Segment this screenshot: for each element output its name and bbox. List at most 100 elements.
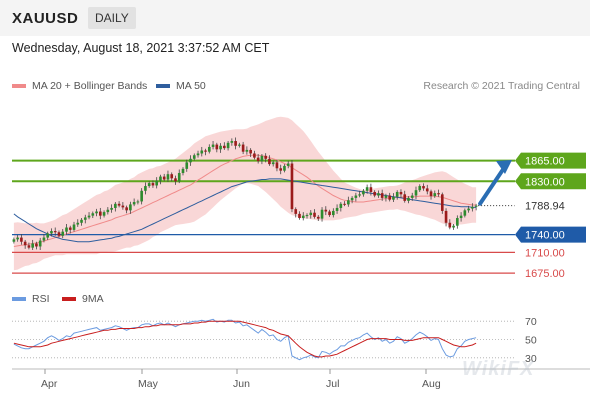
candle-body bbox=[437, 193, 440, 195]
candle-body bbox=[102, 212, 106, 216]
candle-body bbox=[467, 208, 470, 211]
candle-body bbox=[305, 215, 309, 217]
candle-body bbox=[200, 150, 204, 154]
rsi-swatch-icon bbox=[12, 297, 26, 301]
candle-body bbox=[174, 178, 177, 182]
x-label-Aug: Aug bbox=[422, 378, 441, 390]
candle-body bbox=[456, 218, 459, 226]
candle-body bbox=[65, 227, 68, 232]
candle-body bbox=[474, 205, 478, 207]
watermark-logo: WikiFX bbox=[462, 358, 535, 380]
candle-body bbox=[140, 190, 143, 202]
candle-body bbox=[83, 217, 87, 220]
candle-body bbox=[50, 231, 53, 234]
level-label-1-text: 1830.00 bbox=[525, 176, 565, 188]
ma50-swatch-icon bbox=[156, 84, 170, 88]
forecast-arrow bbox=[478, 162, 508, 206]
candle-body bbox=[207, 146, 211, 152]
candle-body bbox=[57, 232, 61, 236]
candle-body bbox=[155, 180, 159, 186]
legend-ma50: MA 50 bbox=[156, 80, 206, 92]
candle-body bbox=[151, 183, 155, 186]
candle-body bbox=[136, 201, 140, 203]
candle-body bbox=[42, 237, 46, 241]
candle-body bbox=[264, 155, 267, 159]
candle-body bbox=[331, 210, 335, 216]
rsi-series-1 bbox=[13, 320, 477, 358]
timeframe-tab[interactable]: DAILY bbox=[88, 7, 136, 29]
candle-body bbox=[354, 195, 358, 198]
candle-body bbox=[407, 197, 410, 201]
candle-body bbox=[422, 186, 425, 189]
candle-body bbox=[260, 155, 264, 162]
candle-body bbox=[448, 222, 452, 228]
candle-body bbox=[185, 162, 189, 169]
legend-ma20-label: MA 20 + Bollinger Bands bbox=[32, 80, 148, 92]
candle-body bbox=[125, 207, 128, 211]
candle-body bbox=[268, 158, 271, 165]
candle-body bbox=[418, 186, 422, 191]
candle-body bbox=[256, 157, 260, 162]
candle-body bbox=[170, 174, 174, 179]
candle-body bbox=[377, 193, 380, 196]
legend-ma50-label: MA 50 bbox=[176, 80, 206, 92]
candle-body bbox=[87, 215, 91, 218]
candle-body bbox=[463, 210, 467, 216]
candle-body bbox=[444, 210, 448, 223]
candle-body bbox=[12, 239, 16, 242]
candle-body bbox=[68, 227, 72, 230]
legend-ma20: MA 20 + Bollinger Bands bbox=[12, 80, 147, 92]
candle-body bbox=[177, 173, 181, 182]
level-label-0-text: 1865.00 bbox=[525, 156, 565, 168]
candle-body bbox=[196, 153, 200, 156]
candle-body bbox=[286, 163, 290, 166]
9ma-swatch-icon bbox=[62, 297, 76, 301]
candle-body bbox=[316, 216, 320, 219]
candle-body bbox=[290, 163, 294, 210]
candle-body bbox=[162, 176, 166, 180]
candle-body bbox=[31, 243, 34, 248]
candle-body bbox=[320, 209, 324, 219]
candle-body bbox=[20, 237, 23, 242]
candle-body bbox=[343, 203, 346, 205]
candle-body bbox=[211, 144, 215, 147]
candle-body bbox=[365, 187, 369, 191]
candle-body bbox=[35, 243, 38, 247]
legend-rsi-label: RSI bbox=[32, 293, 50, 305]
candles bbox=[12, 137, 478, 251]
candle-body bbox=[301, 215, 305, 219]
candle-body bbox=[98, 211, 102, 216]
candle-body bbox=[61, 231, 65, 236]
candle-body bbox=[388, 195, 392, 200]
candle-body bbox=[215, 144, 219, 150]
candle-body bbox=[279, 168, 283, 171]
candle-body bbox=[459, 215, 463, 219]
candle-body bbox=[362, 190, 365, 195]
candle-body bbox=[234, 141, 237, 146]
candle-body bbox=[384, 195, 388, 198]
candle-body bbox=[283, 165, 286, 171]
level-label-3: 1710.00 bbox=[525, 247, 565, 259]
candle-body bbox=[429, 191, 433, 197]
candle-body bbox=[433, 193, 437, 197]
candle-body bbox=[91, 213, 95, 216]
level-label-2-tag bbox=[515, 226, 586, 243]
candle-body bbox=[395, 191, 399, 197]
candle-body bbox=[313, 212, 316, 217]
level-label-1: 1830.00 bbox=[515, 173, 586, 190]
x-label-Jun: Jun bbox=[233, 378, 250, 390]
level-label-1-tag bbox=[515, 173, 586, 190]
candle-body bbox=[380, 193, 384, 198]
rsi-tick-30: 30 bbox=[525, 353, 537, 365]
candle-body bbox=[238, 144, 241, 146]
legend-rsi: RSI bbox=[12, 293, 50, 305]
chart-datetime: Wednesday, August 18, 2021 3:37:52 AM CE… bbox=[12, 41, 270, 55]
research-credit: Research © 2021 Trading Central bbox=[423, 80, 580, 92]
candle-body bbox=[219, 145, 222, 150]
candle-body bbox=[275, 162, 279, 169]
rsi-tick-70: 70 bbox=[525, 316, 537, 328]
level-label-0: 1865.00 bbox=[515, 152, 586, 169]
candle-body bbox=[230, 141, 234, 143]
candle-body bbox=[241, 144, 245, 152]
candle-body bbox=[189, 158, 192, 163]
